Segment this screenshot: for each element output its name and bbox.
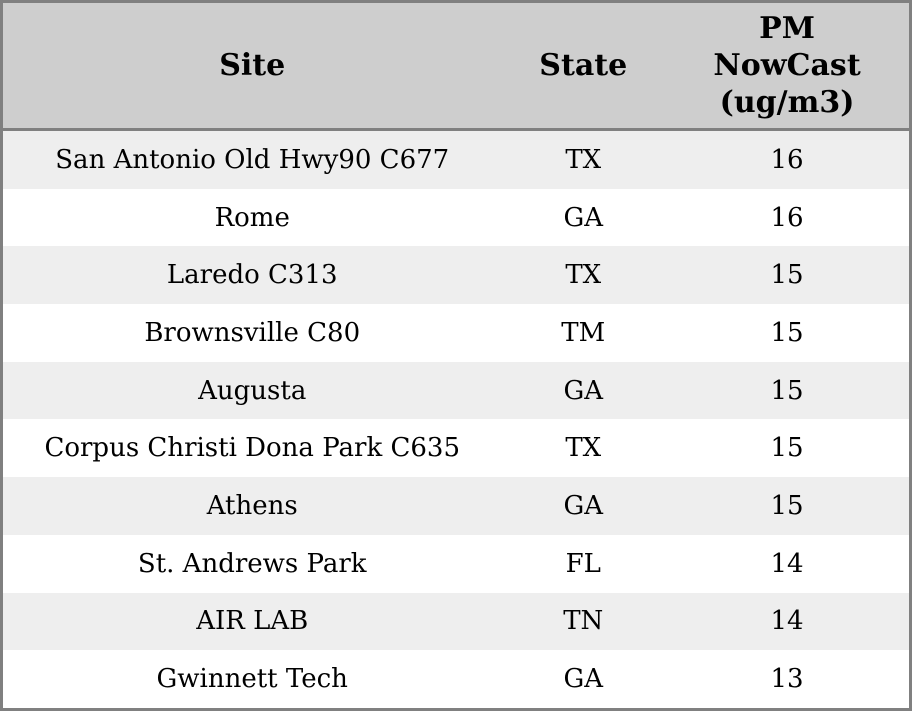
column-header-pm-nowcast: PM NowCast (ug/m3) — [665, 1, 911, 131]
site-cell: Laredo C313 — [166, 260, 338, 291]
column-header-state: State — [501, 1, 666, 131]
state-cell: FL — [565, 548, 601, 579]
state-cell: TX — [565, 144, 602, 175]
site-cell: Gwinnett Tech — [156, 664, 348, 695]
state-cell: TM — [561, 317, 606, 348]
state-cell: GA — [563, 375, 604, 406]
table-row: Rome GA 16 — [1, 188, 911, 247]
table-row: St. Andrews Park FL 14 — [1, 534, 911, 593]
pm-cell: 14 — [770, 548, 804, 579]
table-row: Gwinnett Tech GA 13 — [1, 650, 911, 710]
pm-cell: 15 — [770, 490, 804, 521]
state-cell: GA — [563, 490, 604, 521]
pm-cell: 16 — [770, 144, 804, 175]
state-cell: TN — [563, 606, 604, 637]
site-cell: Corpus Christi Dona Park C635 — [44, 433, 460, 464]
site-cell: Augusta — [198, 375, 307, 406]
pm-cell: 14 — [770, 606, 804, 637]
site-cell: Rome — [214, 202, 290, 233]
table-row: Brownsville C80 TM 15 — [1, 304, 911, 362]
table-row: Laredo C313 TX 15 — [1, 246, 911, 305]
pm-cell: 13 — [770, 664, 804, 695]
site-cell: Brownsville C80 — [144, 317, 361, 348]
site-cell: St. Andrews Park — [137, 548, 367, 579]
site-cell: AIR LAB — [196, 606, 309, 637]
state-cell: TX — [565, 260, 602, 291]
table-row: Augusta GA 15 — [1, 361, 911, 420]
site-cell: Athens — [206, 490, 298, 521]
table-row: Athens GA 15 — [1, 477, 911, 535]
state-cell: TX — [565, 433, 602, 464]
site-cell: San Antonio Old Hwy90 C677 — [55, 144, 450, 175]
pm-cell: 15 — [770, 317, 804, 348]
table-row: Corpus Christi Dona Park C635 TX 15 — [1, 419, 911, 478]
table-row: San Antonio Old Hwy90 C677 TX 16 — [1, 129, 911, 189]
header-row: Site State PM NowCast (ug/m3) — [1, 1, 911, 131]
pm-cell: 15 — [770, 260, 804, 291]
pm-cell: 15 — [770, 375, 804, 406]
table-header: Site State PM NowCast (ug/m3) — [1, 1, 911, 131]
column-header-site: Site — [1, 1, 502, 131]
pm-cell: 16 — [770, 202, 804, 233]
state-cell: GA — [563, 664, 604, 695]
state-cell: GA — [563, 202, 604, 233]
table-row: AIR LAB TN 14 — [1, 592, 911, 651]
table-body: San Antonio Old Hwy90 C677 TX 16 Rome GA 16 La… — [1, 129, 911, 710]
pm-cell: 15 — [770, 433, 804, 464]
